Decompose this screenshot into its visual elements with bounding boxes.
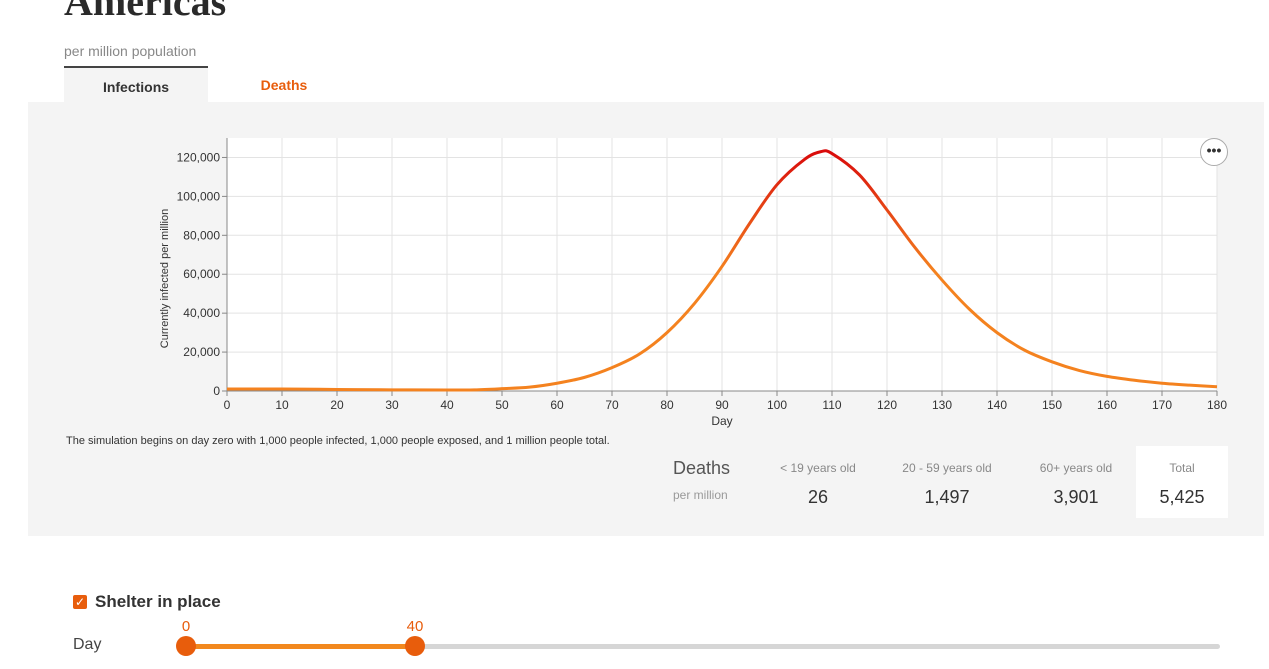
range-start-handle[interactable] [176, 636, 196, 656]
more-options-button[interactable]: ••• [1200, 138, 1228, 166]
deaths-20-59-label: 20 - 59 years old [902, 461, 992, 475]
x-tick-label: 0 [224, 398, 231, 412]
slider-range-fill [186, 644, 415, 649]
x-tick-label: 30 [385, 398, 399, 412]
deaths-20-59: 20 - 59 years old 1,497 [877, 460, 1017, 508]
page-subtitle: per million population [64, 43, 197, 59]
x-tick-label: 20 [330, 398, 344, 412]
x-axis-title: Day [711, 414, 732, 428]
y-tick-label: 60,000 [183, 267, 220, 281]
checkbox-checked-icon[interactable]: ✓ [73, 595, 87, 609]
x-tick-label: 80 [660, 398, 674, 412]
deaths-60-plus-value: 3,901 [1053, 487, 1099, 507]
slider-track[interactable] [186, 644, 1220, 649]
y-tick-label: 120,000 [177, 150, 221, 164]
deaths-20-59-value: 1,497 [924, 487, 970, 507]
y-tick-label: 40,000 [183, 306, 220, 320]
page-title: Americas [64, 0, 227, 24]
x-tick-label: 140 [987, 398, 1007, 412]
deaths-total-label: Total [1169, 461, 1195, 475]
tab-infections[interactable]: Infections [64, 66, 208, 104]
shelter-in-place-label: Shelter in place [95, 592, 221, 611]
x-tick-label: 60 [550, 398, 564, 412]
x-tick-label: 110 [822, 398, 841, 412]
x-tick-label: 10 [275, 398, 289, 412]
deaths-60-plus: 60+ years old 3,901 [1006, 460, 1146, 508]
chart-panel: 0 10 20 30 40 50 60 70 80 90 100 110 120 130 140 150 160… [28, 102, 1264, 536]
tab-deaths[interactable]: Deaths [260, 77, 308, 93]
deaths-60-plus-label: 60+ years old [1039, 461, 1113, 475]
more-icon: ••• [1206, 142, 1222, 158]
y-tick-label: 100,000 [177, 189, 221, 203]
deaths-under-19-label: < 19 years old [780, 461, 856, 475]
x-tick-label: 120 [877, 398, 897, 412]
range-start-value: 0 [181, 618, 191, 635]
range-end-handle[interactable] [405, 636, 425, 656]
y-tick-label: 0 [213, 384, 220, 398]
deaths-unit: per million [673, 488, 728, 502]
x-tick-label: 70 [605, 398, 619, 412]
x-tick-label: 40 [440, 398, 454, 412]
x-tick-label: 130 [932, 398, 952, 412]
x-tick-label: 90 [715, 398, 729, 412]
infection-chart: 0 10 20 30 40 50 60 70 80 90 100 110 120 130 140 150 160… [159, 138, 1227, 428]
y-tick-label: 20,000 [183, 345, 220, 359]
shelter-in-place-toggle[interactable]: ✓ Shelter in place [73, 592, 221, 612]
day-range-label: Day [73, 636, 102, 653]
y-tick-label: 80,000 [183, 228, 220, 242]
x-tick-label: 180 [1207, 398, 1227, 412]
x-tick-label: 170 [1152, 398, 1172, 412]
infection-series-line [226, 149, 1218, 392]
simulation-note: The simulation begins on day zero with 1… [66, 435, 610, 447]
deaths-title: Deaths [673, 458, 731, 478]
deaths-under-19: < 19 years old 26 [748, 460, 888, 508]
deaths-under-19-value: 26 [807, 487, 829, 507]
x-tick-label: 50 [495, 398, 509, 412]
deaths-total-value: 5,425 [1159, 487, 1205, 507]
y-axis-title: Currently infected per million [159, 209, 171, 348]
deaths-total: Total 5,425 [1136, 446, 1228, 518]
x-tick-label: 160 [1097, 398, 1117, 412]
x-tick-label: 100 [767, 398, 787, 412]
x-tick-label: 150 [1042, 398, 1062, 412]
range-end-value: 40 [406, 618, 424, 635]
